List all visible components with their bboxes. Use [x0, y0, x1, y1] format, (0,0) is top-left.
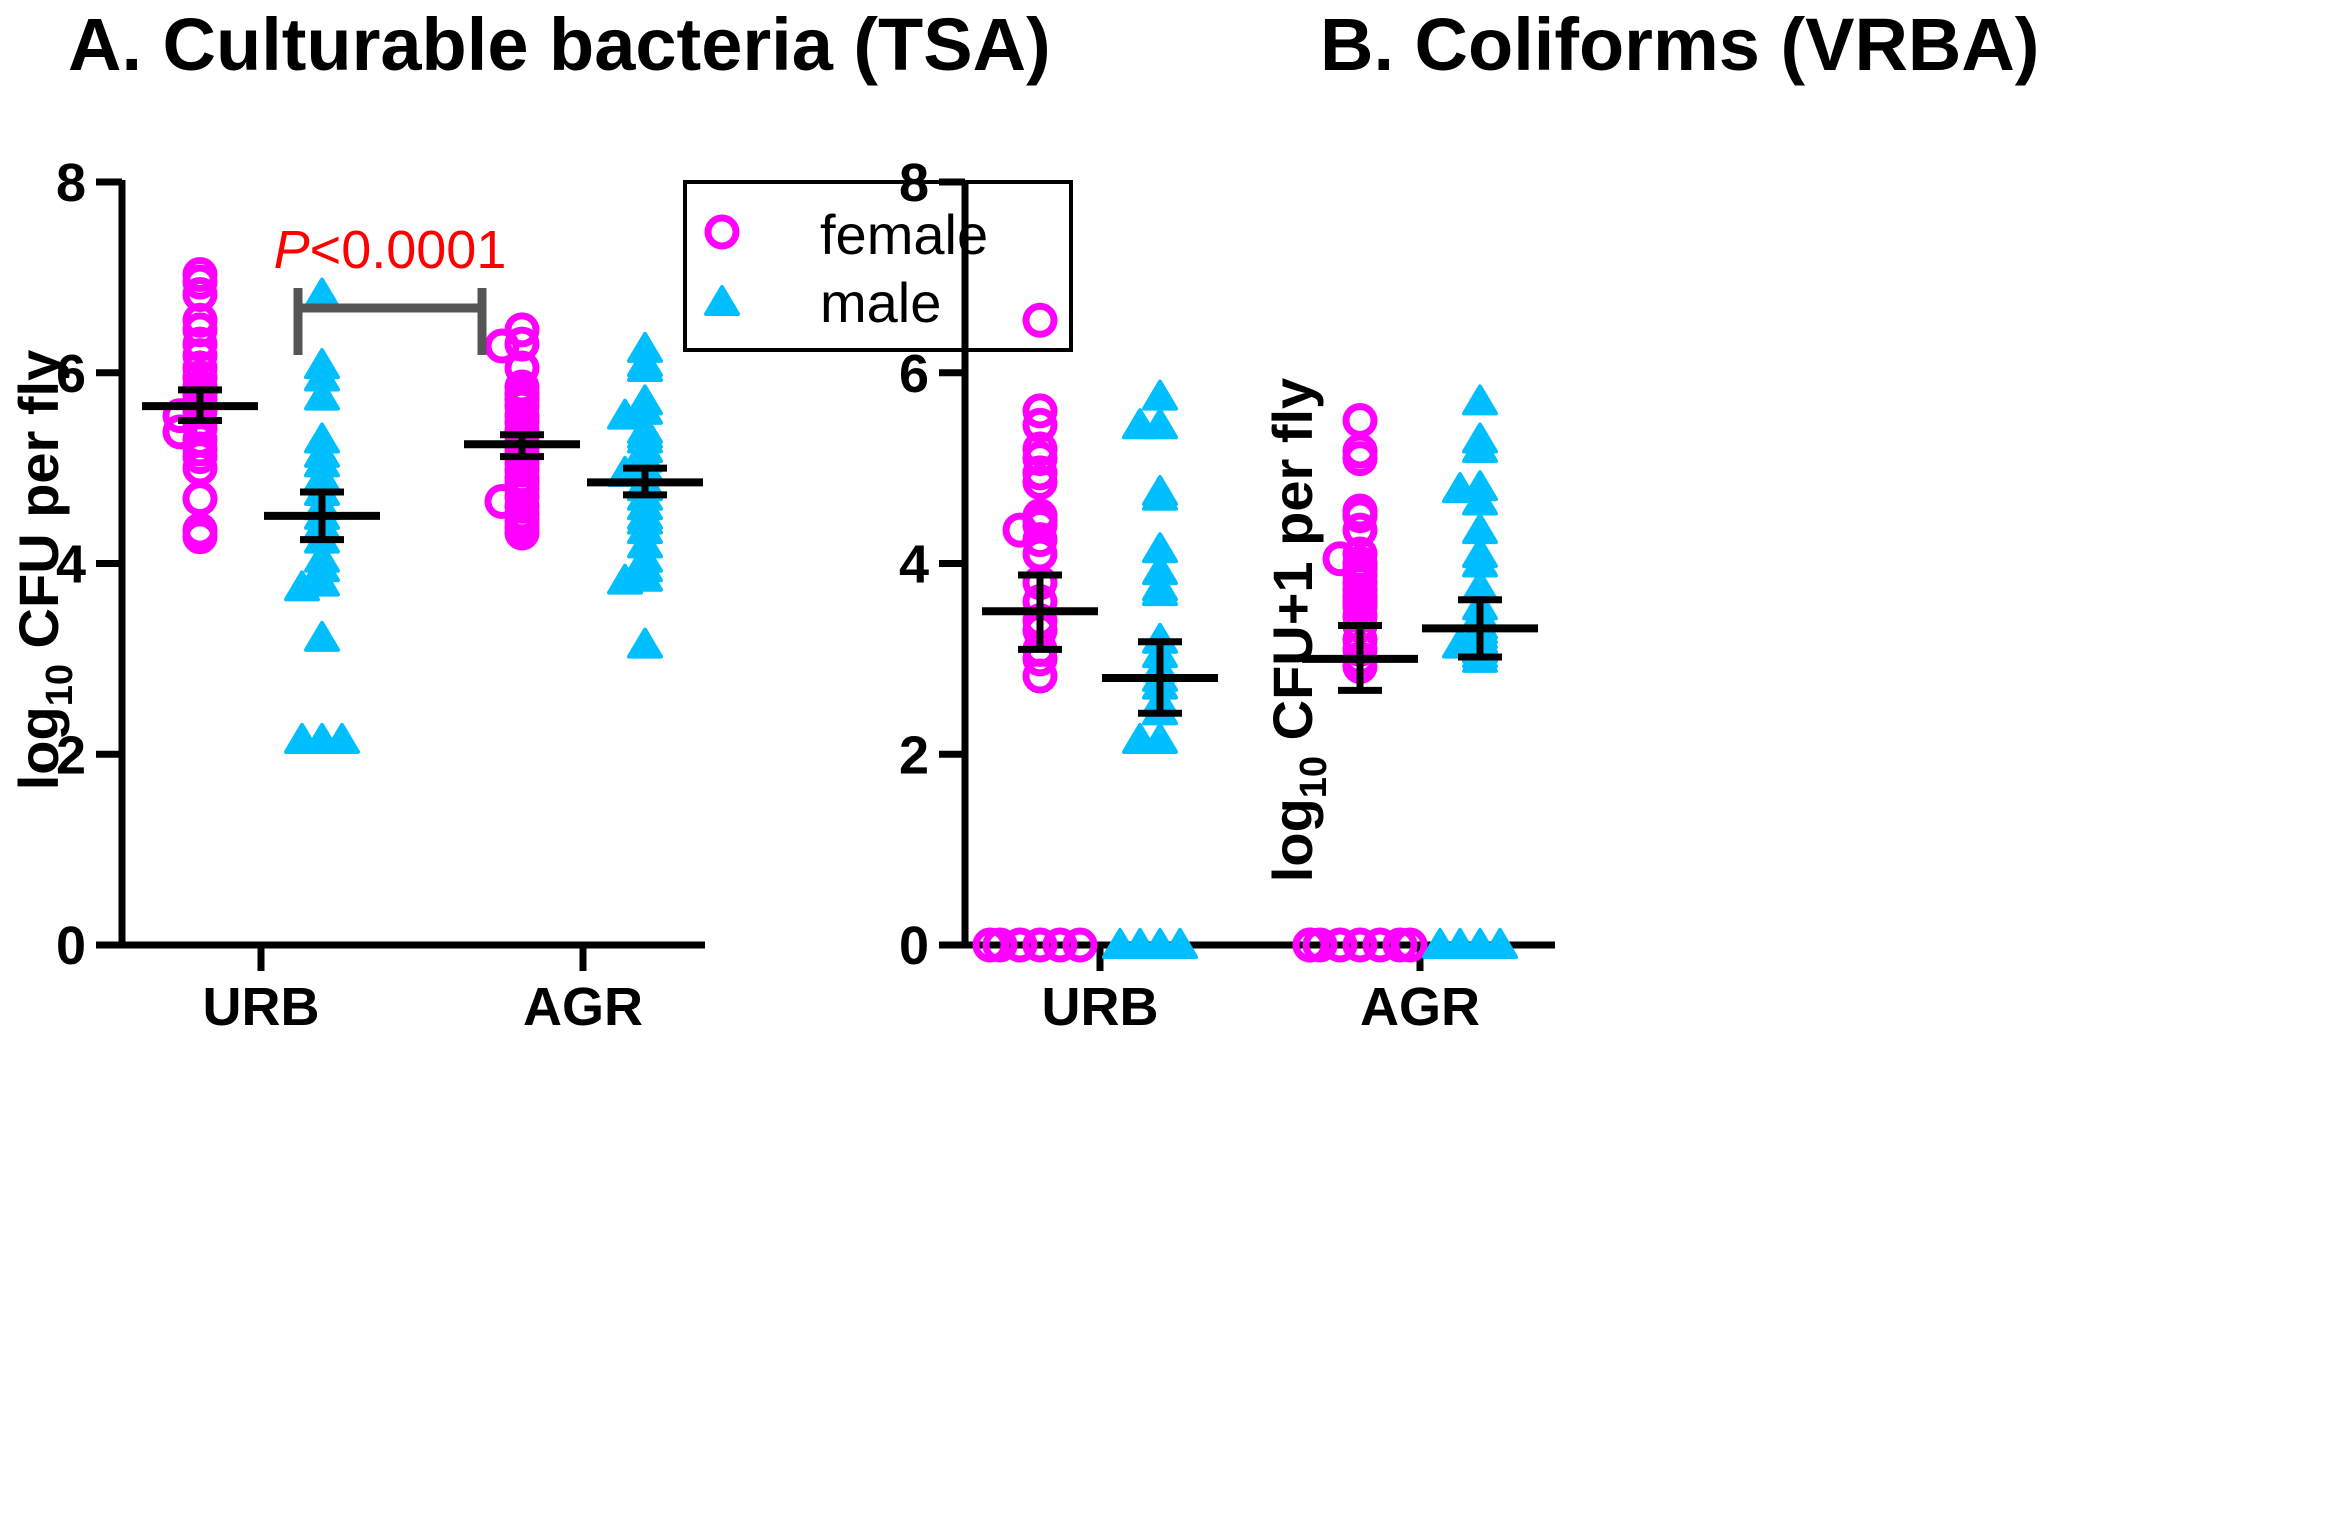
panel-a-female-point [182, 326, 218, 362]
panel-b-female-point [1022, 522, 1058, 558]
panel-a: A. Culturable bacteria (TSA) log10 CFU p… [7, 3, 1073, 1037]
significance-bracket [293, 288, 487, 355]
panel-a-female-point [504, 326, 540, 362]
panel-a-axes: 0 2 4 6 8 URB AGR [56, 153, 705, 1037]
panel-a-y-tick-label: 0 [56, 916, 86, 976]
panel-b-male-point [1122, 408, 1158, 440]
panel-b-female-point [1062, 927, 1098, 963]
panel-b-male-point [1442, 472, 1478, 504]
panel-b-male-point [1462, 384, 1498, 416]
panel-a-male-point [627, 627, 663, 659]
panel-b-y-tick-label: 0 [899, 916, 929, 976]
legend-male-label: male [820, 271, 941, 334]
panel-b-female-point [1022, 302, 1058, 338]
panel-b-female-point [1392, 927, 1428, 963]
panel-a-male-point [304, 620, 340, 652]
panel-b-x-tick-label: URB [1042, 977, 1159, 1037]
panel-a-y-tick-label: 2 [56, 725, 86, 785]
panel-b-male-point [1142, 479, 1178, 511]
panel-b-female-point [1342, 498, 1378, 534]
panel-b-male-point [1462, 432, 1498, 464]
panel-b-female-point [1022, 393, 1058, 429]
panel-b-y-axis-label: log10 CFU+1 per fly [1261, 378, 1335, 882]
panel-b-female-point [1022, 441, 1058, 477]
panel-a-marks [142, 257, 703, 754]
panel-b-x-tick-label: AGR [1360, 977, 1480, 1037]
panel-b-male-point [1122, 722, 1158, 754]
panel-a-female-point [504, 515, 540, 551]
panel-a-title: A. Culturable bacteria (TSA) [68, 3, 1051, 86]
panel-a-male-point [304, 565, 340, 597]
panel-b-female-point [1022, 407, 1058, 443]
panel-a-male-point [284, 570, 320, 602]
panel-a-y-tick-label: 4 [56, 535, 86, 595]
panel-b-male-point [1422, 928, 1458, 959]
panel-a-significance: P<0.0001 [274, 220, 507, 355]
triangle-icon [704, 285, 740, 316]
panel-b-marks [972, 302, 1538, 963]
panel-b-male-point [1142, 379, 1178, 411]
legend-female-label: female [820, 203, 988, 266]
panel-a-male-point [607, 563, 643, 595]
panel-a-male-point [324, 722, 360, 754]
panel-b-y-tick-label: 4 [899, 535, 929, 595]
panel-a-male-point [284, 722, 320, 754]
panel-b-female-point [1292, 927, 1328, 963]
panel-b-female-point [1342, 402, 1378, 438]
panel-a-y-axis-label: log10 CFU per fly [7, 350, 81, 791]
panel-b: B. Coliforms (VRBA) log10 CFU+1 per fly … [899, 3, 2040, 1037]
panel-b-male-point [1102, 928, 1138, 959]
panel-b-female-point [1342, 927, 1378, 963]
panel-b-y-tick-label: 6 [899, 344, 929, 404]
panel-b-female-point [1042, 927, 1078, 963]
panel-a-female-point [484, 328, 520, 364]
panel-a-y-tick-label: 8 [56, 153, 86, 213]
panel-b-female-point [1342, 441, 1378, 477]
panel-b-female-point [1022, 464, 1058, 500]
legend-box [683, 180, 1073, 352]
panel-a-male-point [627, 350, 663, 382]
panel-b-male-point [1482, 928, 1518, 959]
panel-b-title: B. Coliforms (VRBA) [1320, 3, 2039, 86]
panel-b-female-point [1342, 512, 1378, 548]
panel-a-female-point [182, 481, 218, 517]
panel-b-female-point [1022, 927, 1058, 963]
panel-a-y-tick-label: 6 [56, 344, 86, 404]
panel-a-x-tick-label: AGR [523, 977, 643, 1037]
panel-b-female-point [1022, 658, 1058, 694]
p-value-label: P<0.0001 [274, 220, 507, 280]
panel-b-y-tick-label: 2 [899, 725, 929, 785]
panel-b-y-tick-label: 8 [899, 153, 929, 213]
panel-a-female-point [182, 439, 218, 475]
panel-a-female-point [182, 264, 218, 300]
panel-a-male-point [607, 398, 643, 430]
panel-b-male-point [1142, 575, 1178, 607]
legend: female male [683, 180, 1073, 352]
panel-a-male-point [304, 277, 340, 309]
panel-a-female-point [182, 519, 218, 555]
panel-a-male-point [304, 379, 340, 411]
panel-b-female-point [972, 927, 1008, 963]
circle-icon [704, 214, 740, 250]
panel-a-x-tick-label: URB [203, 977, 320, 1037]
panel-b-male-point [1162, 928, 1198, 959]
